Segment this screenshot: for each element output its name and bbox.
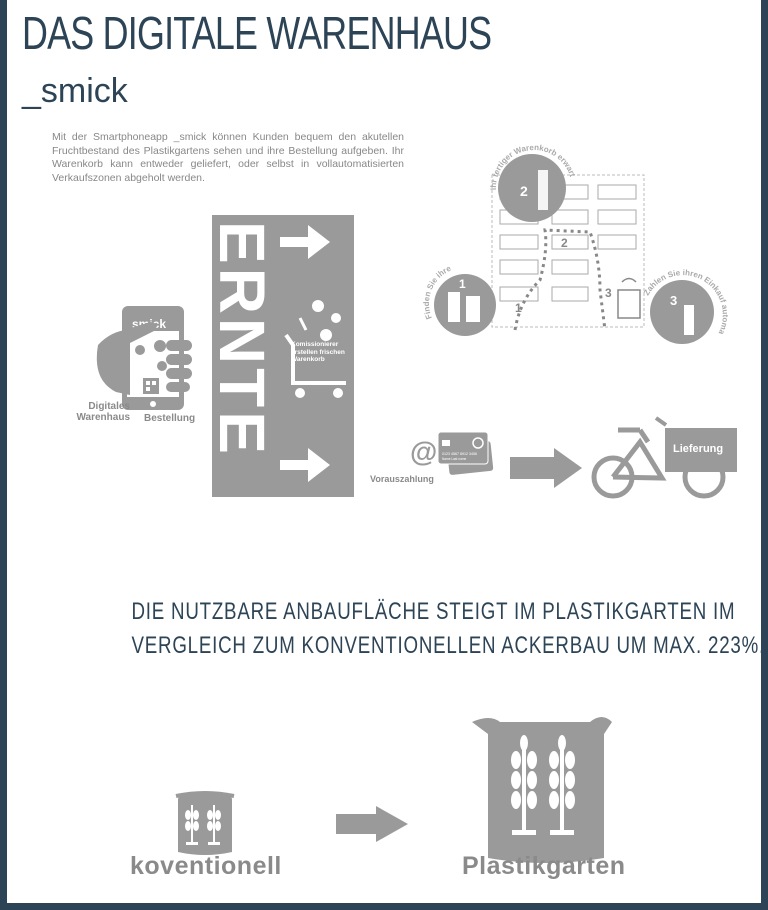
step-2-circle (498, 154, 566, 222)
card-name: Name Last name (442, 457, 466, 461)
step-number: 2 (561, 236, 568, 250)
phone-label-left-line1: Digitales (88, 401, 130, 412)
phone-label-right: Bestellung (144, 413, 196, 424)
arrow-right-icon (280, 225, 330, 259)
person-icon (448, 292, 460, 322)
large-sack-icon (472, 717, 612, 863)
wheat-icon (185, 805, 221, 845)
svg-text:Zahlen Sie ihren Einkauf autom: Zahlen Sie ihren Einkauf automatisch (0, 0, 730, 336)
cart-label: Komissionierer erstellen frischen Warenk… (291, 341, 345, 363)
svg-text:1: 1 (459, 277, 466, 291)
step-2-label: Ihr fertiger Warenkorb erwartet Sie (0, 0, 577, 190)
svg-text:2: 2 (520, 183, 528, 199)
phone-label-left-line2: Warenhaus (76, 412, 130, 423)
step-3-circle (650, 280, 714, 344)
at-symbol-icon: @ (410, 436, 437, 467)
wheat-icon (511, 735, 575, 835)
small-sack-icon (175, 791, 235, 855)
intro-paragraph: Mit der Smartphoneapp _smick können Kund… (52, 131, 404, 184)
payment-group: @ 0123 4567 8912 3456 Name Last name (410, 431, 494, 475)
phone-illustration: smick (96, 306, 192, 410)
qr-code-icon (143, 378, 159, 394)
claim-text: DIE NUTZBARE ANBAUFLÄCHE STEIGT IM PLAST… (131, 595, 766, 663)
step-number: 1 (515, 301, 522, 315)
pumpkin-icon (154, 340, 166, 352)
card-number: 0123 4567 8912 3456 (442, 452, 477, 456)
step-number: 3 (605, 286, 612, 300)
person-icon (684, 305, 694, 335)
claim-line-2: VERGLEICH ZUM KONVENTIONELLEN ACKERBAU U… (131, 632, 766, 659)
step-3-label: Zahlen Sie ihren Einkauf automatisch (0, 0, 730, 336)
page-subtitle: _smick (22, 72, 128, 110)
locker-icon (466, 296, 480, 322)
arrow-right-icon (280, 448, 330, 482)
label-plastikgarten: Plastikgarten (462, 852, 626, 880)
onion-icon (157, 361, 167, 371)
page-title: DAS DIGITALE WARENHAUS (22, 7, 492, 59)
phone-label-left: Digitales Warenhaus (70, 401, 130, 423)
harvest-word: ERNTE (206, 221, 278, 458)
claim-line-1: DIE NUTZBARE ANBAUFLÄCHE STEIGT IM PLAST… (131, 598, 736, 625)
pickup-zone: 2 1 3 2 1 3 Ihr fertiger Warenkorb erwar… (0, 0, 730, 344)
tomato-icon (135, 345, 145, 355)
shopping-cart-icon (284, 300, 346, 398)
hand-icon (96, 330, 130, 395)
delivery-label: Lieferung (673, 443, 723, 455)
payment-label: Vorauszahlung (370, 474, 434, 484)
arrow-right-icon (336, 806, 408, 842)
label-conventional: koventionell (130, 852, 282, 880)
person-icon (538, 170, 548, 210)
arrow-right-icon (510, 448, 582, 488)
svg-text:Ihr fertiger Warenkorb erwarte: Ihr fertiger Warenkorb erwartet Sie (0, 0, 577, 190)
cargo-bike-icon (591, 416, 737, 499)
svg-text:3: 3 (670, 293, 677, 308)
kiosk-icon (617, 289, 641, 319)
wifi-icon (621, 277, 637, 283)
footprint-path (513, 228, 607, 331)
harvest-block: ERNTE (206, 215, 354, 497)
